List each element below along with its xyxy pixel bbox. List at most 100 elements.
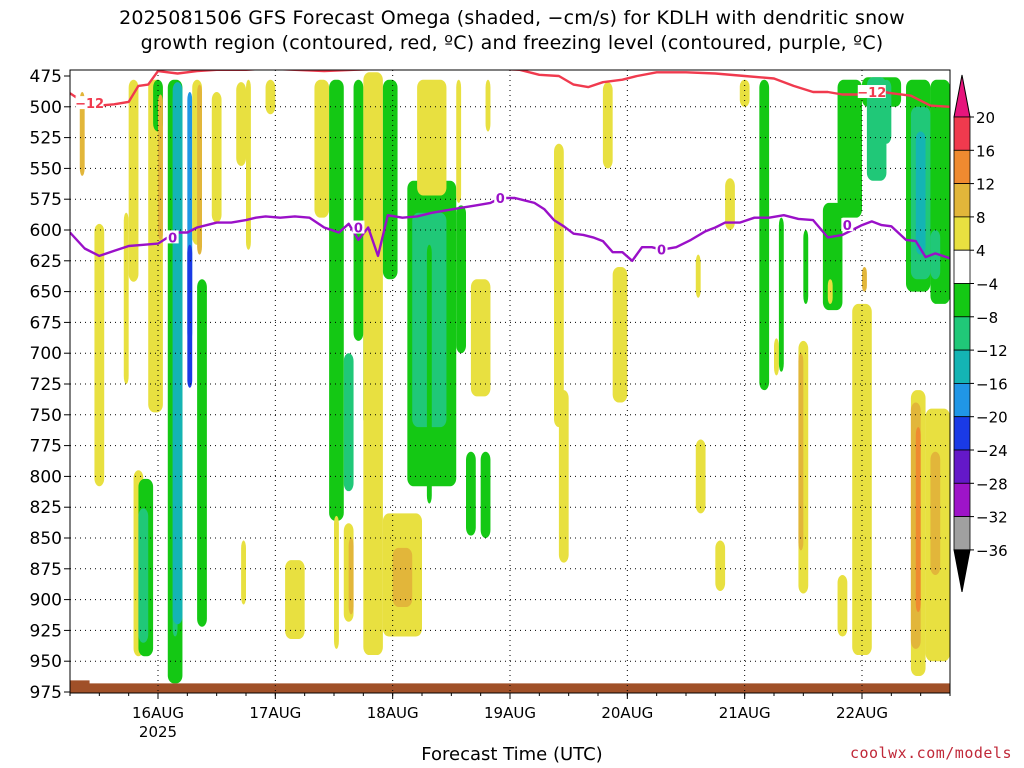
omega-region-48 — [470, 279, 491, 397]
chart-title-line-2: growth region (contoured, red, ºC) and f… — [140, 32, 884, 54]
omega-region-66 — [837, 79, 862, 218]
colorbar-segment-0 — [953, 116, 971, 151]
x-tick-label-19AUG: 19AUG — [484, 704, 536, 722]
colorbar-segment-4 — [953, 249, 971, 284]
omega-region-59 — [759, 79, 770, 391]
omega-region-21 — [265, 79, 276, 115]
freezing-level-label-1-bg — [352, 220, 365, 234]
omega-region-64 — [803, 230, 809, 304]
omega-region-68 — [837, 574, 848, 637]
omega-region-20 — [246, 79, 251, 250]
omega-region-51 — [558, 390, 569, 563]
colorbar-label-7: −12 — [976, 342, 1008, 360]
y-tick-label-700: 700 — [30, 344, 62, 364]
freezing-level-label-0: 0 — [168, 231, 177, 246]
omega-region-44 — [456, 205, 466, 354]
colorbar-segment-3 — [953, 216, 971, 251]
omega-region-19 — [236, 82, 246, 166]
x-tick-label-16AUG: 16AUG — [132, 704, 184, 722]
x-tick-label-17AUG: 17AUG — [249, 704, 301, 722]
colorbar-label-12: −32 — [976, 509, 1008, 527]
omega-region-58 — [739, 79, 750, 107]
omega-region-16 — [197, 84, 202, 255]
y-tick-label-850: 850 — [30, 529, 62, 549]
omega-region-50 — [554, 143, 564, 428]
dendritic-growth-contour — [70, 70, 950, 108]
colorbar-segment-5 — [953, 283, 971, 318]
colorbar-segment-12 — [953, 516, 971, 551]
omega-region-14 — [187, 244, 193, 388]
contour-labels: 0 0 0 0 0 −12 −12 — [75, 85, 886, 259]
contour-lines — [70, 70, 950, 262]
omega-region-18 — [211, 92, 222, 223]
y-tick-label-600: 600 — [30, 221, 62, 241]
colorbar-label-11: −28 — [976, 475, 1008, 493]
x-tick-label-22AUG: 22AUG — [836, 704, 888, 722]
omega-region-57 — [715, 540, 726, 591]
omega-region-76 — [915, 131, 926, 255]
dendritic-label-1: −12 — [857, 86, 886, 101]
colorbar-label-5: −4 — [976, 276, 998, 294]
omega-region-27 — [334, 515, 339, 649]
omega-shading — [79, 72, 950, 684]
omega-region-30 — [348, 538, 354, 615]
y-tick-label-500: 500 — [30, 98, 62, 118]
chart-title-line-1: 2025081506 GFS Forecast Omega (shaded, −… — [119, 7, 905, 29]
omega-region-49 — [480, 451, 491, 538]
omega-region-24 — [314, 79, 330, 218]
omega-region-6 — [138, 508, 149, 643]
colorbar-segment-11 — [953, 482, 971, 517]
colorbar-segment-8 — [953, 382, 971, 418]
y-tick-label-925: 925 — [30, 621, 62, 641]
colorbar-label-13: −36 — [976, 542, 1008, 560]
omega-region-0 — [79, 92, 85, 176]
omega-region-23 — [285, 560, 305, 640]
omega-region-17 — [197, 279, 207, 627]
colorbar-segment-9 — [953, 416, 971, 451]
omega-region-9 — [158, 94, 163, 240]
omega-region-53 — [612, 266, 628, 403]
colorbar-cap-bottom — [953, 549, 971, 592]
omega-region-46 — [466, 451, 476, 536]
omega-region-28 — [353, 79, 364, 341]
omega-region-12 — [172, 82, 183, 625]
y-tick-label-775: 775 — [30, 437, 62, 457]
freezing-level-label-3-bg — [655, 242, 668, 256]
freezing-level-label-3: 0 — [657, 244, 666, 259]
omega-region-1 — [94, 223, 105, 487]
terrain-fill — [70, 680, 950, 693]
freezing-level-contour — [70, 196, 950, 262]
colorbar-label-1: 16 — [976, 142, 995, 160]
omega-region-65 — [822, 202, 843, 311]
freezing-level-label-4-bg — [841, 218, 854, 232]
x-axis-label: Forecast Time (UTC) — [421, 744, 603, 765]
colorbar-label-10: −24 — [976, 442, 1008, 460]
y-tick-label-650: 650 — [30, 283, 62, 303]
y-tick-label-900: 900 — [30, 591, 62, 611]
freezing-level-label-2: 0 — [496, 192, 505, 207]
y-tick-label-475: 475 — [30, 67, 62, 87]
omega-region-61 — [778, 217, 784, 372]
x-tick-sublabel-16AUG: 2025 — [139, 723, 177, 741]
omega-region-43 — [417, 79, 447, 196]
omega-region-2 — [123, 212, 129, 384]
omega-region-22 — [241, 540, 246, 605]
pressure-axis: 475 500 525 550 575 600 625 650 675 700 725 750 775 8… — [30, 67, 70, 703]
dendritic-label-0: −12 — [75, 97, 104, 112]
x-tick-label-18AUG: 18AUG — [367, 704, 419, 722]
y-tick-label-675: 675 — [30, 313, 62, 333]
colorbar-label-8: −16 — [976, 375, 1008, 393]
omega-region-69 — [852, 303, 872, 656]
omega-region-60 — [774, 338, 779, 376]
omega-region-45 — [456, 79, 462, 203]
colorbar-segment-1 — [953, 149, 971, 185]
omega-region-83 — [930, 451, 941, 575]
y-tick-label-725: 725 — [30, 375, 62, 395]
y-tick-label-950: 950 — [30, 652, 62, 672]
x-tick-label-21AUG: 21AUG — [719, 704, 771, 722]
omega-region-70 — [862, 266, 867, 292]
x-tick-label-20AUG: 20AUG — [601, 704, 653, 722]
terrain-bump — [70, 680, 90, 685]
omega-colorbar: 20 16 12 8 4 −4 −8 −12 −16 −20 −24 −28 −32 −36 — [953, 74, 1008, 592]
omega-region-37 — [382, 79, 398, 280]
